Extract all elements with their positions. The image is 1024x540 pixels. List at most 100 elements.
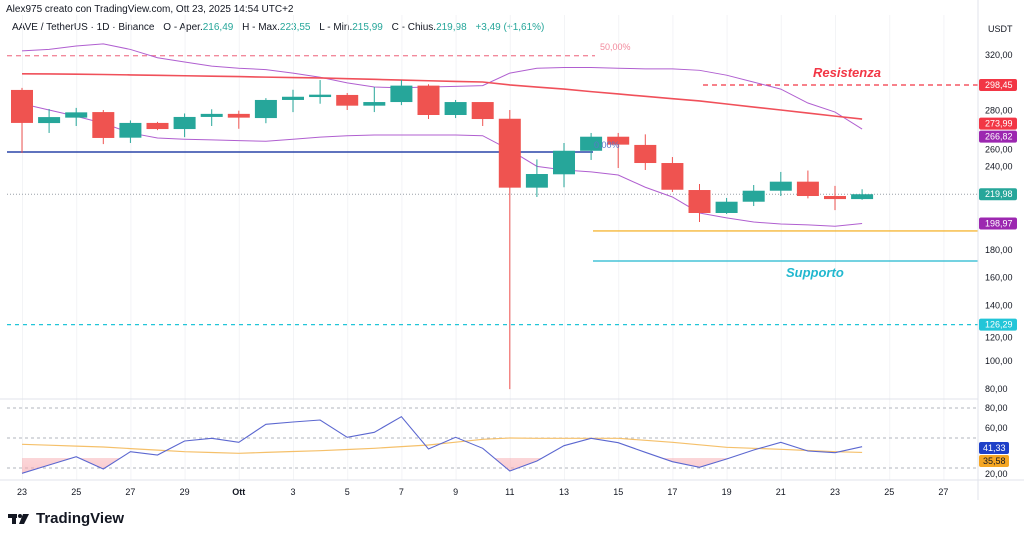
price-label: 298,45	[985, 80, 1013, 90]
high-label: H - Max.	[242, 22, 280, 33]
candle-body	[309, 94, 332, 98]
candle-body	[65, 112, 88, 118]
bb-upper-line	[21, 43, 863, 130]
price-label-badge	[979, 188, 1017, 201]
rsi-label: 41,33	[983, 443, 1006, 453]
low-value: 215,99	[352, 22, 383, 33]
rsi-label-badge	[979, 455, 1009, 467]
symbol-label[interactable]: AAVE / TetherUS · 1D · Binance	[12, 22, 155, 33]
candle-body	[282, 96, 304, 100]
candle-body	[390, 85, 413, 103]
candle-body	[553, 150, 575, 175]
candle-body	[471, 102, 494, 120]
candle-body	[769, 181, 792, 191]
candle-body	[227, 113, 250, 118]
price-label: 273,99	[985, 119, 1013, 129]
candle-body	[851, 194, 874, 200]
chart-byline: Alex975 creato con TradingView.com, Ott …	[6, 4, 294, 15]
time-tick: 11	[505, 487, 514, 497]
candles	[11, 80, 874, 390]
price-label: 266,82	[985, 132, 1013, 142]
rsi-panel	[21, 415, 863, 474]
time-axis[interactable]: 23 25 27 29 Ott 3 5 7 9 11 13 15 17 19 21 23 25 27	[17, 487, 948, 497]
candle-body	[688, 190, 711, 213]
price-tick: 280,00	[985, 106, 1013, 116]
close-label: C - Chius.	[391, 22, 437, 33]
candle-body	[444, 102, 467, 115]
price-tick: 120,00	[985, 333, 1013, 343]
horizontal-levels	[7, 55, 978, 326]
candle-body	[146, 122, 169, 130]
price-label-badge	[979, 318, 1017, 331]
time-tick: 7	[399, 487, 404, 497]
price-label-badge	[979, 78, 1017, 91]
candle-body	[92, 112, 115, 138]
candle-body	[742, 190, 765, 202]
candle-body	[417, 85, 440, 115]
candle-body	[661, 163, 684, 190]
high-value: 223,55	[279, 22, 311, 33]
price-label-badge	[979, 217, 1017, 230]
grid	[7, 15, 978, 480]
time-tick: 27	[938, 487, 948, 497]
price-tick: 100,00	[985, 356, 1013, 366]
rsi-tick: 20,00	[985, 469, 1008, 479]
time-tick: 19	[722, 487, 732, 497]
candle-body	[336, 94, 359, 106]
rsi-tick: 80,00	[985, 403, 1008, 413]
open-label: O - Aper.	[163, 22, 203, 33]
open-value: 216,49	[202, 22, 234, 33]
tradingview-logo[interactable]: TradingView	[8, 510, 124, 527]
time-tick: 29	[180, 487, 190, 497]
price-label-badge	[979, 117, 1017, 130]
rsi-line	[21, 415, 863, 474]
candle-body	[580, 136, 603, 151]
time-tick: 23	[17, 487, 27, 497]
time-tick: 27	[125, 487, 135, 497]
rsi-tick: 60,00	[985, 423, 1008, 433]
candle-body	[11, 89, 33, 123]
candle-body	[173, 116, 196, 130]
price-label: 126,29	[985, 320, 1013, 330]
rsi-label: 35,58	[983, 456, 1006, 466]
price-tick: 160,00	[985, 273, 1013, 283]
fib-50-label: 50,00%	[600, 42, 631, 52]
moving-average-line	[21, 72, 863, 120]
time-tick: 21	[776, 487, 786, 497]
time-tick: 17	[667, 487, 677, 497]
price-tick: 180,00	[985, 245, 1013, 255]
fib-0-label: 0,00%	[594, 140, 620, 150]
price-label: 198,97	[985, 218, 1013, 228]
time-tick: 5	[345, 487, 350, 497]
price-label-badge	[979, 130, 1017, 143]
candle-body	[119, 122, 142, 138]
candle-body	[715, 201, 738, 213]
price-tick: 240,00	[985, 161, 1013, 171]
rsi-label-badge	[979, 442, 1009, 454]
tradingview-logo-icon	[8, 513, 29, 524]
rsi-oversold-fill	[22, 458, 863, 474]
price-tick: 260,00	[985, 145, 1013, 155]
time-tick: 3	[290, 487, 295, 497]
brand-name: TradingView	[36, 510, 125, 527]
candle-body	[634, 144, 657, 164]
low-label: L - Min.	[319, 22, 353, 33]
candle-body	[254, 99, 277, 119]
price-axis[interactable]: 320,00 298,45 280,00 273,99 266,82 260,00 240,…	[979, 50, 1017, 479]
time-tick: 9	[453, 487, 458, 497]
price-label: 219,98	[985, 189, 1013, 199]
candle-body	[607, 136, 630, 145]
candle-body	[525, 174, 548, 188]
resistance-label: Resistenza	[813, 65, 881, 80]
candle-body	[824, 196, 846, 200]
time-tick: 23	[830, 487, 840, 497]
rsi-ma-line	[21, 437, 863, 454]
price-tick: 140,00	[985, 301, 1013, 311]
time-tick: 15	[613, 487, 623, 497]
time-tick: Ott	[232, 487, 245, 497]
candle-body	[363, 102, 386, 106]
price-tick: 320,00	[985, 50, 1013, 60]
candle-body	[200, 113, 223, 117]
time-tick: 25	[884, 487, 894, 497]
